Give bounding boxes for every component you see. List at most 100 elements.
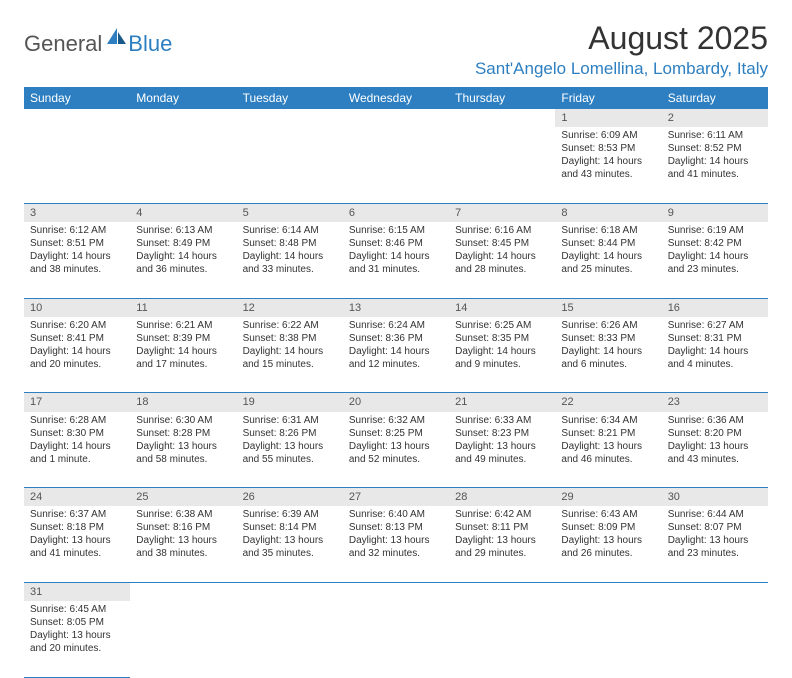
sunrise-text: Sunrise: 6:22 AM [243,319,337,332]
day-cell: Sunrise: 6:16 AMSunset: 8:45 PMDaylight:… [449,222,555,298]
day-number-cell: 2 [662,109,768,127]
daylight-text: Daylight: 14 hours [30,440,124,453]
sunrise-text: Sunrise: 6:13 AM [136,224,230,237]
sunrise-text: Sunrise: 6:25 AM [455,319,549,332]
day-number-cell [662,582,768,601]
sunset-text: Sunset: 8:42 PM [668,237,762,250]
day-cell [343,127,449,203]
daylight-text: Daylight: 14 hours [349,345,443,358]
day-number-cell: 10 [24,298,130,317]
day-cell: Sunrise: 6:24 AMSunset: 8:36 PMDaylight:… [343,317,449,393]
day-number-cell: 23 [662,393,768,412]
daylight-text: and 41 minutes. [30,547,124,560]
sunrise-text: Sunrise: 6:31 AM [243,414,337,427]
daylight-text: Daylight: 14 hours [30,250,124,263]
daylight-text: Daylight: 14 hours [668,155,762,168]
sunrise-text: Sunrise: 6:30 AM [136,414,230,427]
sunset-text: Sunset: 8:28 PM [136,427,230,440]
sunset-text: Sunset: 8:05 PM [30,616,124,629]
day-cell [237,601,343,677]
daylight-text: Daylight: 13 hours [349,440,443,453]
daylight-text: and 58 minutes. [136,453,230,466]
daylight-text: Daylight: 13 hours [561,440,655,453]
day-cell [130,601,236,677]
day-body-row: Sunrise: 6:20 AMSunset: 8:41 PMDaylight:… [24,317,768,393]
day-number-row: 3456789 [24,203,768,222]
day-number-cell [24,109,130,127]
sunset-text: Sunset: 8:46 PM [349,237,443,250]
sunset-text: Sunset: 8:20 PM [668,427,762,440]
sunset-text: Sunset: 8:36 PM [349,332,443,345]
daylight-text: Daylight: 13 hours [455,534,549,547]
daylight-text: Daylight: 14 hours [349,250,443,263]
day-cell: Sunrise: 6:18 AMSunset: 8:44 PMDaylight:… [555,222,661,298]
daylight-text: and 41 minutes. [668,168,762,181]
day-number-cell [130,109,236,127]
logo-text-general: General [24,31,102,57]
day-number-cell: 28 [449,488,555,507]
sunset-text: Sunset: 8:45 PM [455,237,549,250]
calendar-table: Sunday Monday Tuesday Wednesday Thursday… [24,87,768,678]
day-cell: Sunrise: 6:34 AMSunset: 8:21 PMDaylight:… [555,412,661,488]
daylight-text: Daylight: 14 hours [668,250,762,263]
day-cell: Sunrise: 6:31 AMSunset: 8:26 PMDaylight:… [237,412,343,488]
day-body-row: Sunrise: 6:45 AMSunset: 8:05 PMDaylight:… [24,601,768,677]
day-number-cell: 3 [24,203,130,222]
day-cell: Sunrise: 6:15 AMSunset: 8:46 PMDaylight:… [343,222,449,298]
day-number-cell [343,109,449,127]
day-cell: Sunrise: 6:11 AMSunset: 8:52 PMDaylight:… [662,127,768,203]
weekday-header-row: Sunday Monday Tuesday Wednesday Thursday… [24,87,768,109]
day-number-cell: 25 [130,488,236,507]
daylight-text: and 23 minutes. [668,547,762,560]
day-number-cell: 19 [237,393,343,412]
day-cell: Sunrise: 6:45 AMSunset: 8:05 PMDaylight:… [24,601,130,677]
sunrise-text: Sunrise: 6:16 AM [455,224,549,237]
day-number-row: 31 [24,582,768,601]
day-number-cell: 14 [449,298,555,317]
day-cell: Sunrise: 6:09 AMSunset: 8:53 PMDaylight:… [555,127,661,203]
sunset-text: Sunset: 8:26 PM [243,427,337,440]
day-number-cell: 7 [449,203,555,222]
day-cell: Sunrise: 6:40 AMSunset: 8:13 PMDaylight:… [343,506,449,582]
day-number-cell: 5 [237,203,343,222]
sunrise-text: Sunrise: 6:43 AM [561,508,655,521]
sunset-text: Sunset: 8:11 PM [455,521,549,534]
weekday-header: Wednesday [343,87,449,109]
daylight-text: and 43 minutes. [561,168,655,181]
daylight-text: and 15 minutes. [243,358,337,371]
daylight-text: and 33 minutes. [243,263,337,276]
sunset-text: Sunset: 8:53 PM [561,142,655,155]
day-number-cell: 27 [343,488,449,507]
daylight-text: and 1 minute. [30,453,124,466]
day-cell: Sunrise: 6:44 AMSunset: 8:07 PMDaylight:… [662,506,768,582]
daylight-text: and 17 minutes. [136,358,230,371]
sunset-text: Sunset: 8:41 PM [30,332,124,345]
sunset-text: Sunset: 8:16 PM [136,521,230,534]
day-number-cell: 13 [343,298,449,317]
sunset-text: Sunset: 8:07 PM [668,521,762,534]
daylight-text: and 52 minutes. [349,453,443,466]
day-cell: Sunrise: 6:22 AMSunset: 8:38 PMDaylight:… [237,317,343,393]
day-number-row: 17181920212223 [24,393,768,412]
sunrise-text: Sunrise: 6:12 AM [30,224,124,237]
sunrise-text: Sunrise: 6:26 AM [561,319,655,332]
daylight-text: and 43 minutes. [668,453,762,466]
day-number-cell [555,582,661,601]
sunrise-text: Sunrise: 6:45 AM [30,603,124,616]
day-cell [343,601,449,677]
day-number-cell [237,109,343,127]
day-cell: Sunrise: 6:32 AMSunset: 8:25 PMDaylight:… [343,412,449,488]
day-number-cell [130,582,236,601]
sunset-text: Sunset: 8:09 PM [561,521,655,534]
title-block: August 2025 Sant'Angelo Lomellina, Lomba… [475,20,768,79]
daylight-text: and 6 minutes. [561,358,655,371]
sunset-text: Sunset: 8:44 PM [561,237,655,250]
daylight-text: Daylight: 13 hours [668,440,762,453]
day-cell: Sunrise: 6:14 AMSunset: 8:48 PMDaylight:… [237,222,343,298]
daylight-text: Daylight: 13 hours [243,534,337,547]
day-number-cell: 6 [343,203,449,222]
sunrise-text: Sunrise: 6:24 AM [349,319,443,332]
daylight-text: Daylight: 13 hours [561,534,655,547]
daylight-text: and 35 minutes. [243,547,337,560]
sunset-text: Sunset: 8:25 PM [349,427,443,440]
